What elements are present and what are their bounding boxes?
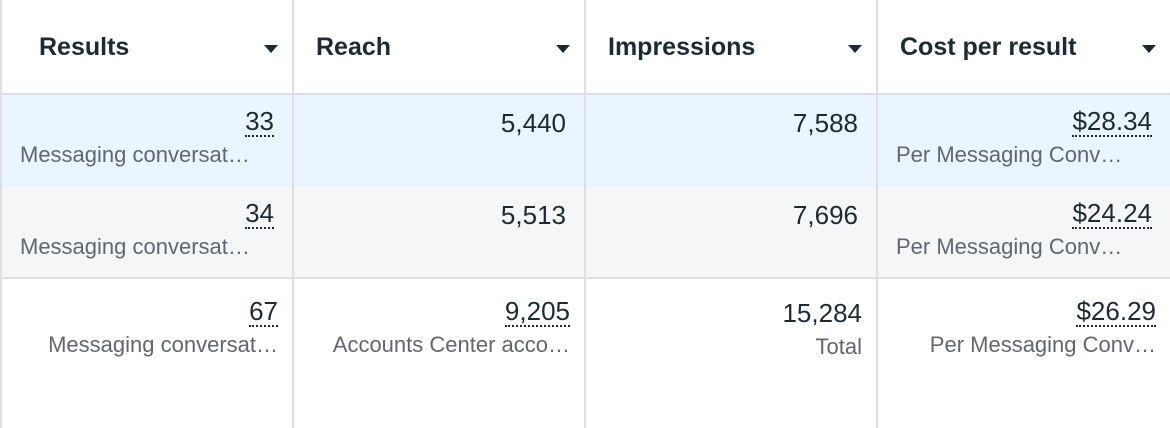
cost-type-label: Per Messaging Conv… [896,234,1123,259]
results-type-label: Messaging conversat… [20,234,250,259]
table-header: Results Reach Impressions Cost per resul… [2,0,1170,95]
total-results-label: Messaging conversat… [48,332,278,357]
total-reach-cell: 9,205 Accounts Center acco… [294,279,586,428]
cost-per-result-cell: $24.24 Per Messaging Conv… [878,187,1170,277]
reach-value: 5,513 [500,200,566,230]
caret-down-icon[interactable] [556,44,570,53]
cost-per-result-cell: $28.34 Per Messaging Conv… [878,95,1170,187]
results-value-link[interactable]: 33 [245,106,274,137]
total-reach-label: Accounts Center acco… [332,332,570,357]
total-reach-link[interactable]: 9,205 [504,296,570,327]
impressions-value: 7,588 [792,108,858,138]
reach-cell: 5,440 [294,95,586,187]
column-header-impressions[interactable]: Impressions [586,0,878,95]
column-header-reach[interactable]: Reach [294,0,586,95]
impressions-cell: 7,588 [586,95,878,187]
column-header-label: Results [39,33,130,61]
total-impressions-cell: 15,284 Total [586,279,878,428]
total-cost-label: Per Messaging Conv… [929,332,1156,357]
reach-value: 5,440 [500,108,566,138]
total-results-link[interactable]: 67 [249,296,278,327]
caret-down-icon[interactable] [1142,44,1156,53]
table-row[interactable]: 33 Messaging conversat… 5,440 7,588 $28.… [2,95,1170,187]
cost-type-label: Per Messaging Conv… [896,142,1123,167]
results-type-label: Messaging conversat… [20,142,250,167]
column-header-results[interactable]: Results [2,0,294,95]
caret-down-icon[interactable] [848,44,862,53]
total-cost-cell: $26.29 Per Messaging Conv… [878,279,1170,428]
results-cell: 34 Messaging conversat… [2,187,294,277]
impressions-cell: 7,696 [586,187,878,277]
column-header-label: Cost per result [900,33,1077,61]
cost-value-link[interactable]: $28.34 [1072,106,1152,137]
cost-value-link[interactable]: $24.24 [1072,198,1152,229]
column-header-label: Impressions [608,33,756,61]
total-row: 67 Messaging conversat… 9,205 Accounts C… [2,279,1170,428]
column-header-label: Reach [316,33,392,61]
results-value-link[interactable]: 34 [245,198,274,229]
total-impressions-value: 15,284 [782,298,862,328]
impressions-value: 7,696 [792,200,858,230]
table-row[interactable]: 34 Messaging conversat… 5,513 7,696 $24.… [2,187,1170,279]
results-cell: 33 Messaging conversat… [2,95,294,187]
total-impressions-label: Total [815,334,862,359]
caret-down-icon[interactable] [264,44,278,53]
column-header-cost-per-result[interactable]: Cost per result [878,0,1170,95]
total-cost-link[interactable]: $26.29 [1076,296,1156,327]
total-results-cell: 67 Messaging conversat… [2,279,294,428]
reach-cell: 5,513 [294,187,586,277]
